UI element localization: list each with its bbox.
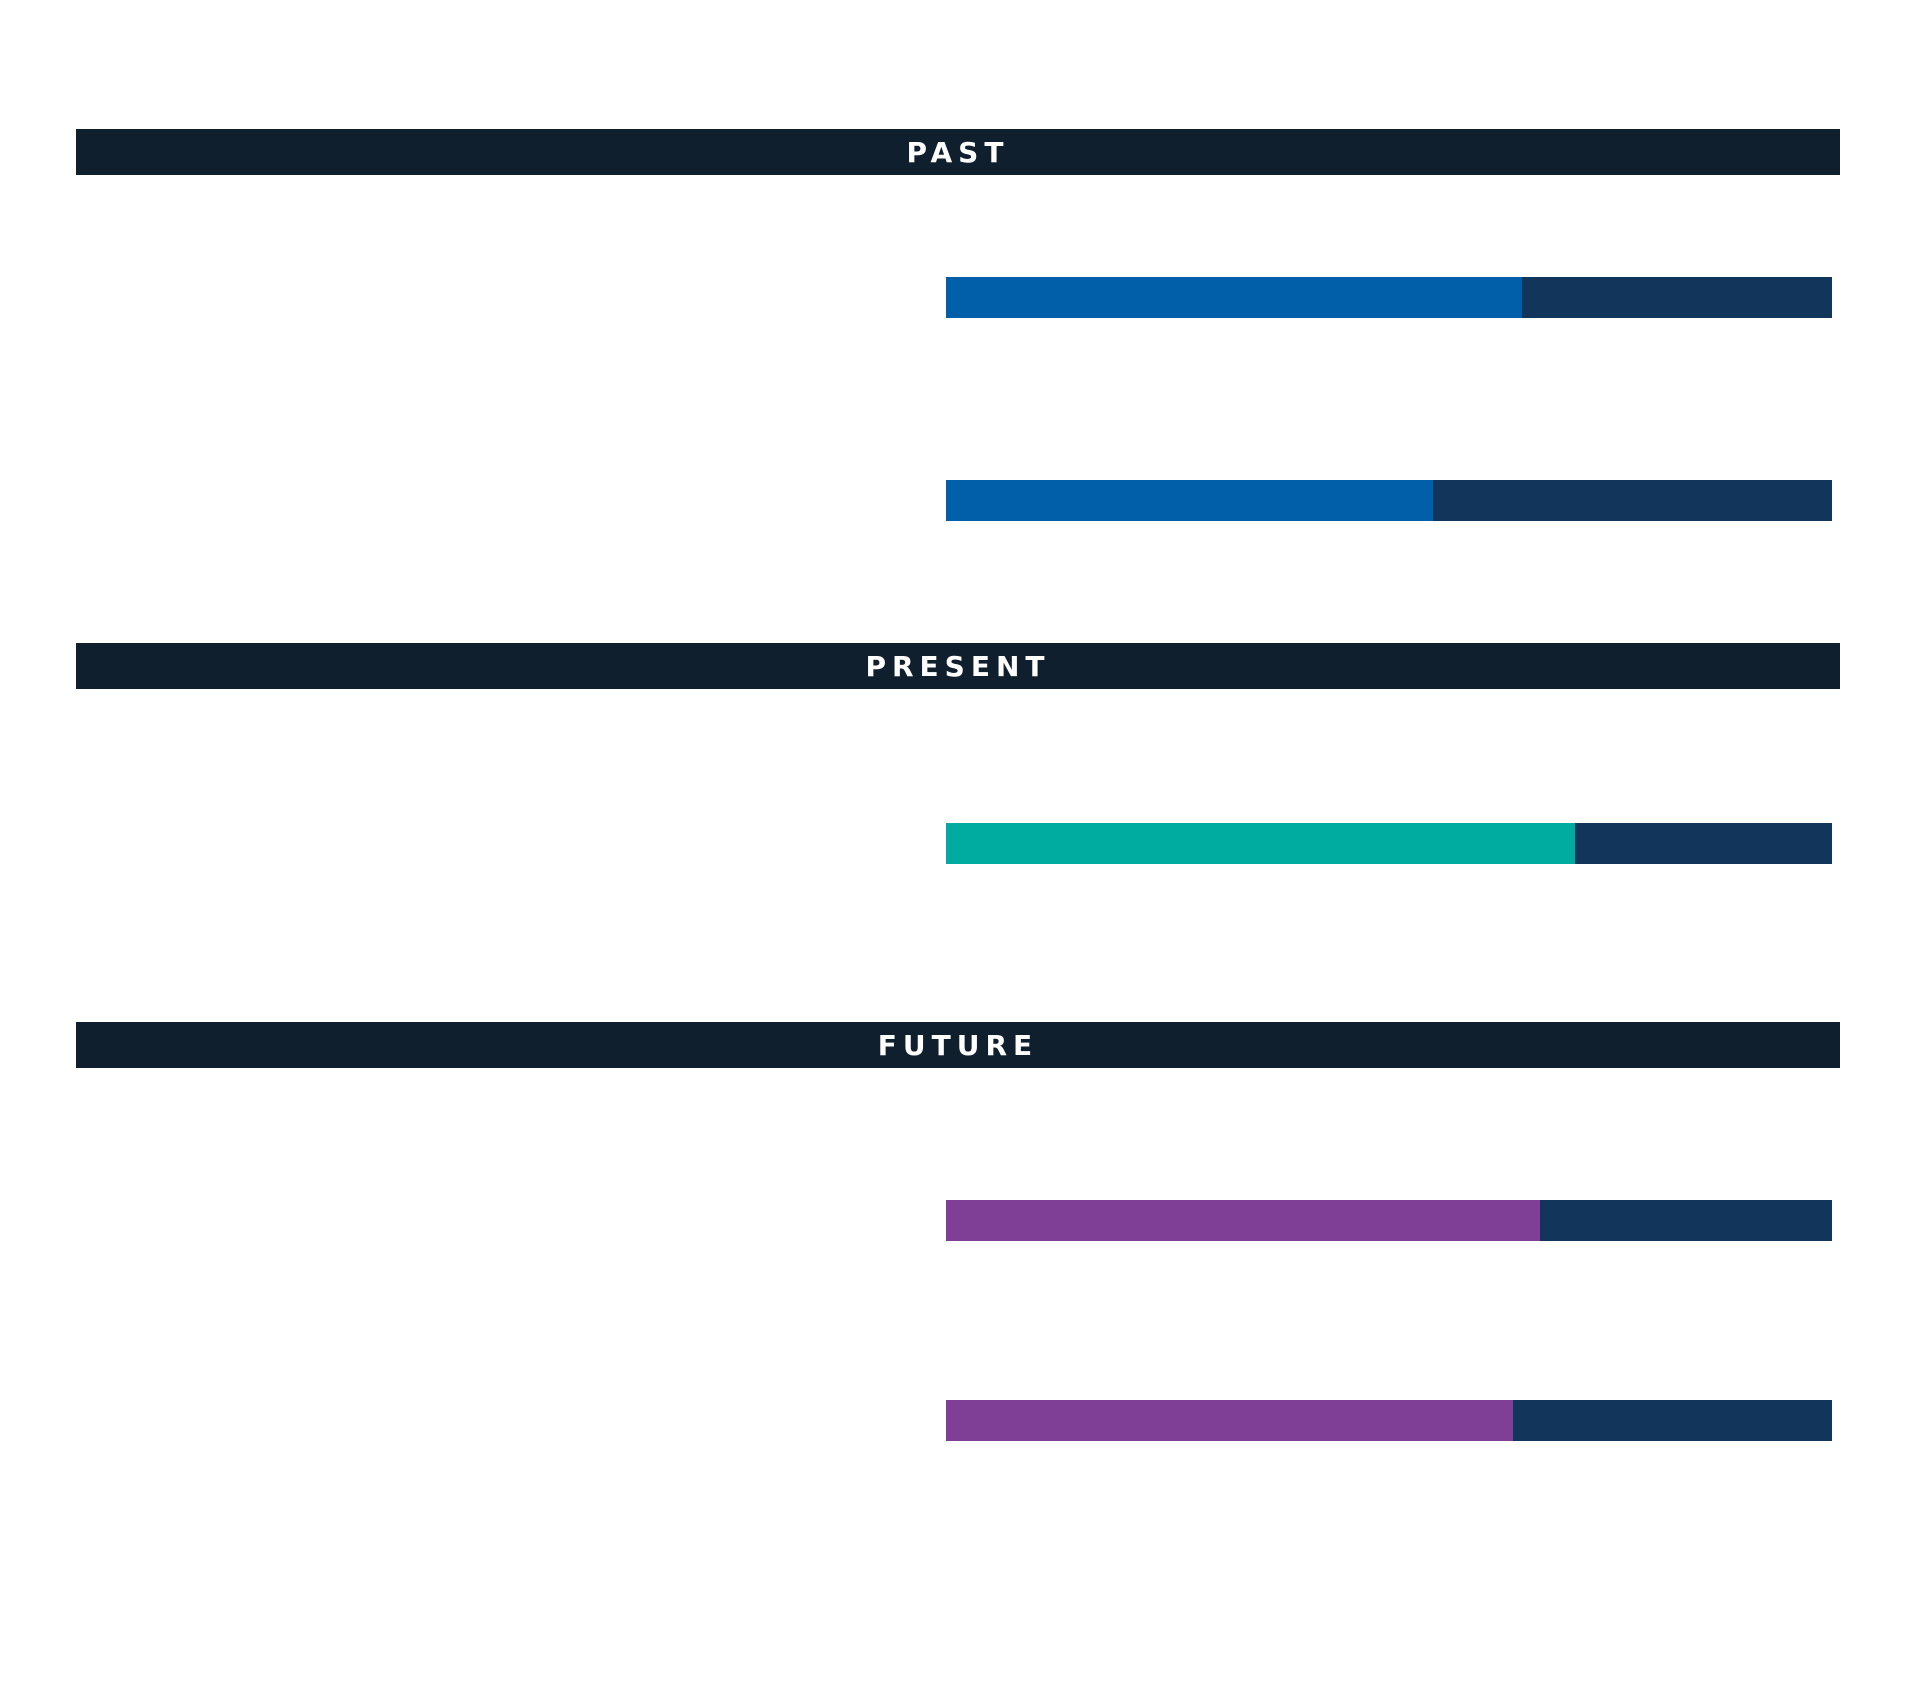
- section-header-future: FUTURE: [76, 1022, 1840, 1068]
- section-title-past: PAST: [906, 135, 1010, 169]
- progress-bar-fill: [946, 823, 1576, 864]
- progress-bar-fill: [946, 277, 1522, 318]
- section-header-past: PAST: [76, 129, 1840, 175]
- progress-bar: [946, 1200, 1832, 1241]
- section-header-present: PRESENT: [76, 643, 1840, 689]
- progress-bar-fill: [946, 1200, 1540, 1241]
- section-title-future: FUTURE: [877, 1028, 1039, 1062]
- progress-bar-fill: [946, 1400, 1514, 1441]
- progress-bar: [946, 823, 1832, 864]
- progress-bar: [946, 1400, 1832, 1441]
- progress-bar: [946, 277, 1832, 318]
- section-title-present: PRESENT: [865, 649, 1051, 683]
- progress-bar: [946, 480, 1832, 521]
- progress-bar-fill: [946, 480, 1434, 521]
